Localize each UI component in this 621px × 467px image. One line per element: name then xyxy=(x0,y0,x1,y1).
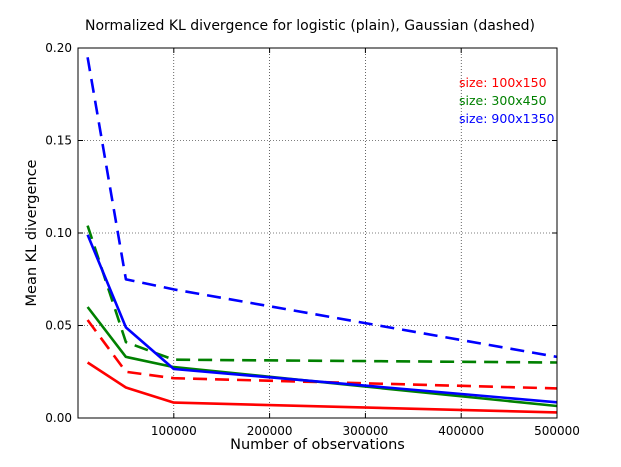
y-tick-label: 0.15 xyxy=(45,134,72,148)
data-series xyxy=(86,57,557,414)
x-tick-label: 400000 xyxy=(438,424,484,438)
series-line-gaussian-300x450 xyxy=(86,225,557,364)
y-axis-label: Mean KL divergence xyxy=(24,159,40,306)
y-tick-label: 0.10 xyxy=(45,226,72,240)
chart-title: Normalized KL divergence for logistic (p… xyxy=(85,18,535,34)
x-tick-label: 100000 xyxy=(151,424,197,438)
x-tick-label: 200000 xyxy=(247,424,293,438)
series-line-gaussian-900x1350 xyxy=(86,57,557,359)
legend-entry: size: 300x450 xyxy=(459,93,547,108)
axis-ticks: 100000 200000 300000 400000 500000 0.00 0.05 0.… xyxy=(45,41,580,438)
series-line-logistic-100x150 xyxy=(86,361,557,414)
x-tick-label: 300000 xyxy=(342,424,388,438)
y-tick-label: 0.20 xyxy=(45,41,72,55)
legend-entry: size: 900x1350 xyxy=(459,111,555,126)
legend-entry: size: 100x150 xyxy=(459,75,547,90)
series-line-gaussian-100x150 xyxy=(86,319,557,390)
legend: size: 100x150 size: 300x450 size: 900x1350 xyxy=(459,75,555,126)
x-tick-label: 500000 xyxy=(534,424,580,438)
series-line-logistic-900x1350 xyxy=(86,234,557,404)
y-tick-label: 0.00 xyxy=(45,411,72,425)
y-tick-label: 0.05 xyxy=(45,319,72,333)
x-axis-label: Number of observations xyxy=(230,437,405,453)
